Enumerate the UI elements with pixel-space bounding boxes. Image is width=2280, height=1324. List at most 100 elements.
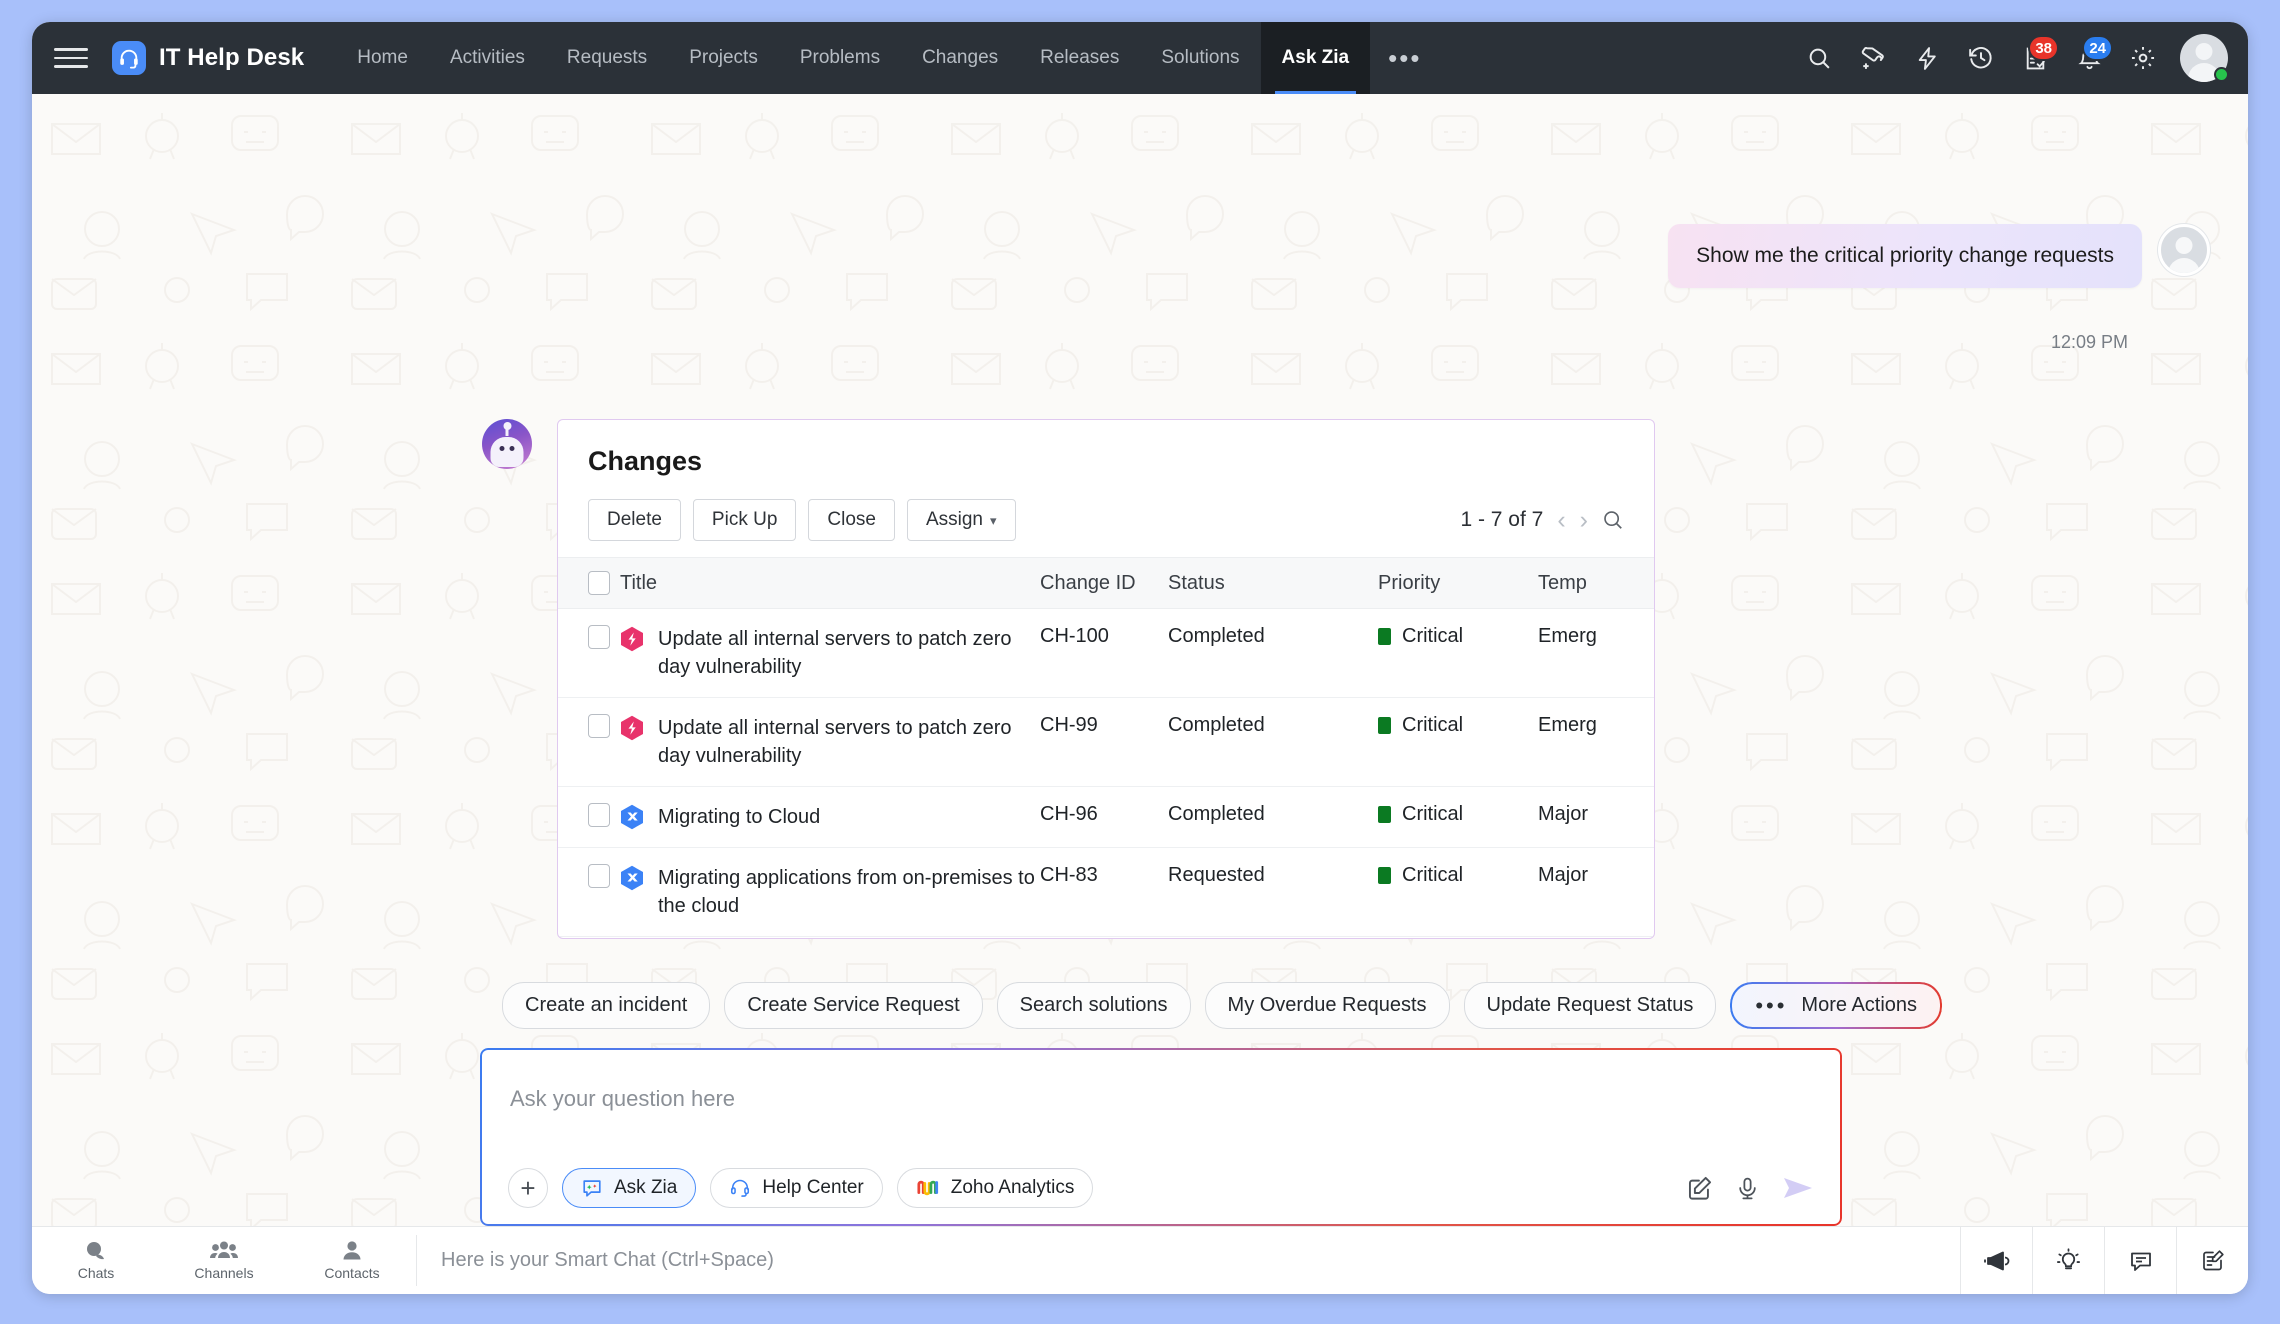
row-template: Major [1538, 847, 1654, 937]
pagination: 1 - 7 of 7 ‹ › [1460, 505, 1624, 534]
header-priority[interactable]: Priority [1378, 557, 1538, 609]
row-title-cell: Migrating to Cloud [620, 786, 1040, 848]
suggestion-create-an-incident[interactable]: Create an incident [502, 982, 711, 1029]
avatar[interactable] [2180, 34, 2229, 82]
brand[interactable]: IT Help Desk [112, 41, 304, 75]
priority-indicator [1378, 867, 1391, 884]
tool-chip-zoho-analytics-label: Zoho Analytics [950, 1177, 1075, 1198]
compose-icon[interactable] [1686, 1175, 1713, 1202]
send-icon[interactable] [1782, 1175, 1814, 1201]
previous-page-icon[interactable]: ‹ [1557, 505, 1566, 534]
tab-ask-zia[interactable]: Ask Zia [1260, 22, 1371, 94]
tool-chip-help-center[interactable]: Help Center [710, 1168, 883, 1208]
pick-up-button[interactable]: Pick Up [692, 499, 797, 541]
suggestion-update-request-status[interactable]: Update Request Status [1463, 982, 1717, 1029]
table-row[interactable]: Update all internal servers to patch zer… [558, 697, 1654, 787]
card-title: Changes [588, 446, 703, 476]
header-template[interactable]: Temp [1538, 557, 1654, 609]
bottom-tab-channels[interactable]: Channels [160, 1227, 288, 1294]
tab-requests[interactable]: Requests [566, 47, 648, 68]
user-message-bubble: Show me the critical priority change req… [1668, 224, 2142, 288]
composer: Ask your question here + Ask Zia [480, 1048, 1842, 1226]
quick-action-icon[interactable] [1902, 33, 1952, 83]
tool-chip-zoho-analytics[interactable]: Zoho Analytics [896, 1168, 1094, 1208]
row-title-cell: Migrating applications from on-premises … [620, 847, 1040, 937]
row-title: Migrating applications from on-premises … [658, 867, 1035, 917]
online-status-indicator [2214, 67, 2229, 82]
next-page-icon[interactable]: › [1579, 505, 1588, 534]
major-change-icon [621, 865, 643, 891]
row-status: Completed [1168, 608, 1378, 698]
table-row[interactable]: Migrating to Cloud CH-96 Completed Criti… [558, 786, 1654, 848]
app-window: IT Help Desk Home Activities Requests Pr… [32, 22, 2248, 1294]
microphone-icon[interactable] [1735, 1176, 1760, 1201]
bottom-bar-actions [1960, 1227, 2248, 1294]
suggestion-my-overdue-requests[interactable]: My Overdue Requests [1204, 982, 1450, 1029]
nav-overflow-icon[interactable]: ••• [1388, 43, 1422, 73]
zia-face [490, 437, 524, 467]
tab-problems[interactable]: Problems [799, 47, 881, 68]
close-button[interactable]: Close [808, 499, 895, 541]
tab-projects[interactable]: Projects [689, 47, 758, 68]
row-priority: Critical [1402, 625, 1464, 647]
header-title[interactable]: Title [620, 557, 1040, 609]
settings-icon[interactable] [2118, 33, 2168, 83]
row-checkbox[interactable] [588, 625, 610, 649]
row-change-id: CH-83 [1040, 847, 1168, 937]
row-checkbox[interactable] [588, 803, 610, 827]
suggestion-create-service-request[interactable]: Create Service Request [724, 982, 983, 1029]
add-ticket-icon[interactable] [1848, 33, 1898, 83]
tab-changes[interactable]: Changes [922, 47, 999, 68]
priority-indicator [1378, 806, 1391, 823]
notifications-icon[interactable]: 24 [2064, 33, 2114, 83]
row-select-cell [558, 786, 620, 848]
compose-note-icon[interactable] [2176, 1227, 2248, 1294]
notifications-badge: 24 [2082, 35, 2113, 61]
card-toolbar: Delete Pick Up Close Assign ▾ 1 - 7 of 7 … [558, 477, 1654, 541]
delete-button[interactable]: Delete [588, 499, 681, 541]
user-avatar [2158, 224, 2210, 276]
select-all-checkbox[interactable] [588, 571, 610, 595]
bottom-tab-chats[interactable]: Chats [32, 1227, 160, 1294]
bottom-tab-contacts[interactable]: Contacts [288, 1227, 416, 1294]
header-status[interactable]: Status [1168, 557, 1378, 609]
search-icon[interactable] [1794, 33, 1844, 83]
message-icon[interactable] [2104, 1227, 2176, 1294]
history-icon[interactable] [1956, 33, 2006, 83]
smart-chat-input[interactable]: Here is your Smart Chat (Ctrl+Space) [441, 1249, 774, 1271]
tab-solutions[interactable]: Solutions [1161, 47, 1240, 68]
chat-bubble-icon [87, 1242, 104, 1260]
add-attachment-icon[interactable]: + [508, 1168, 548, 1208]
brand-name: IT Help Desk [159, 44, 305, 71]
tab-activities[interactable]: Activities [449, 47, 525, 68]
composer-actions [1686, 1175, 1814, 1202]
hamburger-icon[interactable] [54, 48, 88, 68]
lightbulb-icon[interactable] [2032, 1227, 2104, 1294]
row-template: Emerg [1538, 608, 1654, 698]
headset-icon [731, 1179, 750, 1197]
tab-home[interactable]: Home [357, 47, 408, 68]
announcement-icon[interactable] [1960, 1227, 2032, 1294]
question-input[interactable]: Ask your question here [510, 1086, 736, 1111]
table-search-icon[interactable] [1602, 509, 1624, 531]
message-list[interactable]: Show me the critical priority change req… [32, 94, 2248, 1226]
tool-chip-ask-zia[interactable]: Ask Zia [562, 1168, 697, 1208]
row-priority-cell: Critical [1378, 847, 1538, 937]
row-checkbox[interactable] [588, 864, 610, 888]
row-title: Update all internal servers to patch zer… [658, 717, 1012, 767]
bottom-bar-divider [416, 1235, 417, 1286]
bottom-tab-contacts-label: Contacts [324, 1265, 380, 1281]
suggestion-more-actions[interactable]: ••• More Actions [1730, 982, 1943, 1029]
header-change-id[interactable]: Change ID [1040, 557, 1168, 609]
tab-releases[interactable]: Releases [1040, 47, 1120, 68]
row-priority-cell: Critical [1378, 786, 1538, 848]
row-checkbox[interactable] [588, 714, 610, 738]
tasks-icon[interactable]: 38 [2010, 33, 2060, 83]
row-select-cell [558, 608, 620, 698]
table-row[interactable]: Migrating applications from on-premises … [558, 847, 1654, 937]
table-row[interactable]: Update all internal servers to patch zer… [558, 608, 1654, 698]
suggestion-search-solutions[interactable]: Search solutions [996, 982, 1191, 1029]
group-icon [210, 1241, 238, 1258]
row-template: Emerg [1538, 697, 1654, 787]
assign-dropdown[interactable]: Assign ▾ [906, 499, 1016, 541]
